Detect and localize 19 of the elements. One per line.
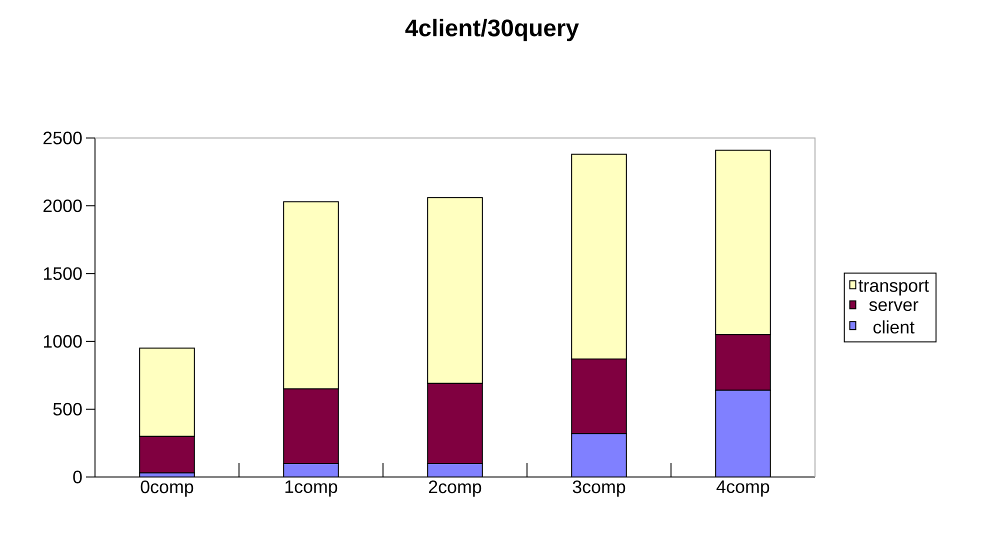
y-tick-label: 2500 [43, 132, 82, 144]
y-tick-label: 1000 [44, 335, 82, 348]
bar [428, 463, 482, 477]
bar [284, 463, 338, 477]
legend-label: client [873, 320, 914, 334]
bar [715, 390, 771, 477]
chart-title: 4client/30query [405, 18, 579, 42]
y-tick-label: 500 [53, 402, 82, 416]
x-tick-label: 4comp [716, 480, 770, 497]
y-tick-label: 0 [73, 470, 82, 484]
bar [572, 434, 626, 477]
x-tick-label: 3comp [572, 480, 626, 497]
x-tick-label: 1comp [285, 480, 338, 497]
x-tick-label: 2comp [428, 480, 482, 497]
legend-label: server [869, 301, 918, 312]
y-tick-label: 1500 [44, 267, 82, 280]
x-tick-label: 0comp [140, 480, 194, 497]
legend-label: transport [858, 280, 929, 296]
y-tick-label: 2000 [43, 199, 82, 212]
